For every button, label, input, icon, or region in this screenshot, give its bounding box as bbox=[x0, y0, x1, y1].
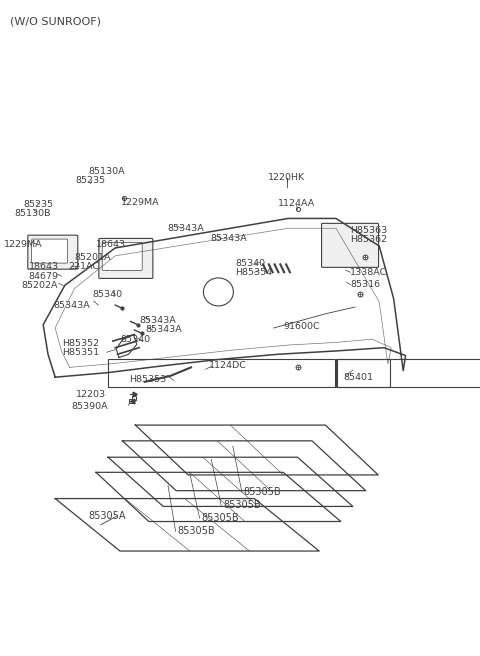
FancyBboxPatch shape bbox=[28, 235, 78, 269]
Text: H85353: H85353 bbox=[130, 375, 167, 384]
Text: 85343A: 85343A bbox=[210, 234, 247, 243]
Text: 85235: 85235 bbox=[76, 176, 106, 185]
FancyBboxPatch shape bbox=[102, 242, 142, 270]
Text: 221AC: 221AC bbox=[68, 262, 99, 272]
Text: 1229MA: 1229MA bbox=[121, 197, 159, 207]
Text: 85305B: 85305B bbox=[178, 526, 215, 537]
Text: 85390A: 85390A bbox=[71, 401, 108, 411]
Text: 85316: 85316 bbox=[350, 280, 381, 289]
Text: 85130A: 85130A bbox=[89, 167, 125, 176]
Text: 85343A: 85343A bbox=[54, 300, 91, 310]
Text: 85343A: 85343A bbox=[167, 224, 204, 233]
Text: 85305B: 85305B bbox=[244, 487, 281, 497]
Text: 85305B: 85305B bbox=[223, 500, 261, 510]
Text: 85235: 85235 bbox=[23, 199, 53, 209]
Text: H85351: H85351 bbox=[62, 348, 99, 357]
Text: 1220HK: 1220HK bbox=[268, 173, 305, 182]
Text: 1124AA: 1124AA bbox=[277, 199, 315, 208]
FancyBboxPatch shape bbox=[322, 223, 379, 268]
Text: 18643: 18643 bbox=[96, 240, 126, 249]
FancyBboxPatch shape bbox=[32, 239, 68, 263]
Text: H85352: H85352 bbox=[62, 338, 99, 348]
Text: 85343A: 85343A bbox=[145, 325, 182, 335]
Text: 85401: 85401 bbox=[343, 373, 373, 382]
Text: 1124DC: 1124DC bbox=[209, 361, 247, 370]
Text: 85305A: 85305A bbox=[89, 510, 126, 521]
Text: 85343A: 85343A bbox=[139, 316, 176, 325]
Text: 12203: 12203 bbox=[76, 390, 106, 400]
Text: 84679: 84679 bbox=[29, 272, 59, 281]
Text: 85340: 85340 bbox=[120, 335, 150, 344]
Ellipse shape bbox=[204, 278, 233, 306]
Text: H85363: H85363 bbox=[350, 226, 388, 235]
Text: 85201A: 85201A bbox=[74, 253, 111, 262]
Text: 85130B: 85130B bbox=[14, 209, 51, 218]
Text: 1229MA: 1229MA bbox=[4, 240, 42, 249]
Text: 85202A: 85202A bbox=[22, 281, 58, 290]
Bar bbox=[336, 359, 480, 387]
Text: H85362: H85362 bbox=[350, 235, 387, 244]
Text: 85340: 85340 bbox=[235, 258, 265, 268]
Text: (W/O SUNROOF): (W/O SUNROOF) bbox=[10, 16, 101, 26]
FancyBboxPatch shape bbox=[99, 238, 153, 278]
Text: 1338AC: 1338AC bbox=[350, 268, 388, 277]
Text: 18643: 18643 bbox=[29, 262, 59, 272]
Text: 91600C: 91600C bbox=[283, 321, 320, 331]
Text: H85354: H85354 bbox=[235, 268, 272, 277]
Text: 85305B: 85305B bbox=[202, 513, 239, 523]
Text: 85340: 85340 bbox=[92, 290, 122, 299]
Bar bbox=[108, 359, 335, 387]
